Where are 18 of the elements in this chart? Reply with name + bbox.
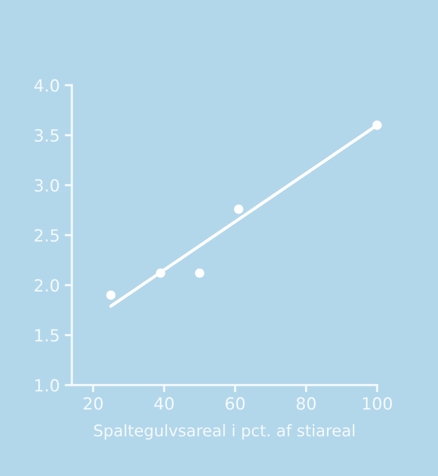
x-tick-label: 60 [226,397,245,410]
y-tick-label: 3.5 [34,129,59,142]
point [106,290,116,300]
y-tick-label: 2.0 [34,279,59,292]
y-tick-label: 1.0 [35,379,59,392]
y-tick-label: 3.0 [34,179,59,192]
y-tick-label: 4.0 [34,79,59,92]
point [234,204,244,214]
y-tick-label: 1.5 [35,329,59,342]
point [156,268,166,278]
x-tick-label: 20 [84,397,103,410]
y-tick-label: 2.5 [34,229,59,242]
x-axis-title: Spaltegulvsareal i pct. af stiareal [94,424,354,440]
x-tick-label: 80 [296,397,316,410]
x-tick-label: 40 [154,397,174,410]
point [194,268,204,278]
point [372,120,382,130]
x-tick-label: 100 [363,397,392,410]
